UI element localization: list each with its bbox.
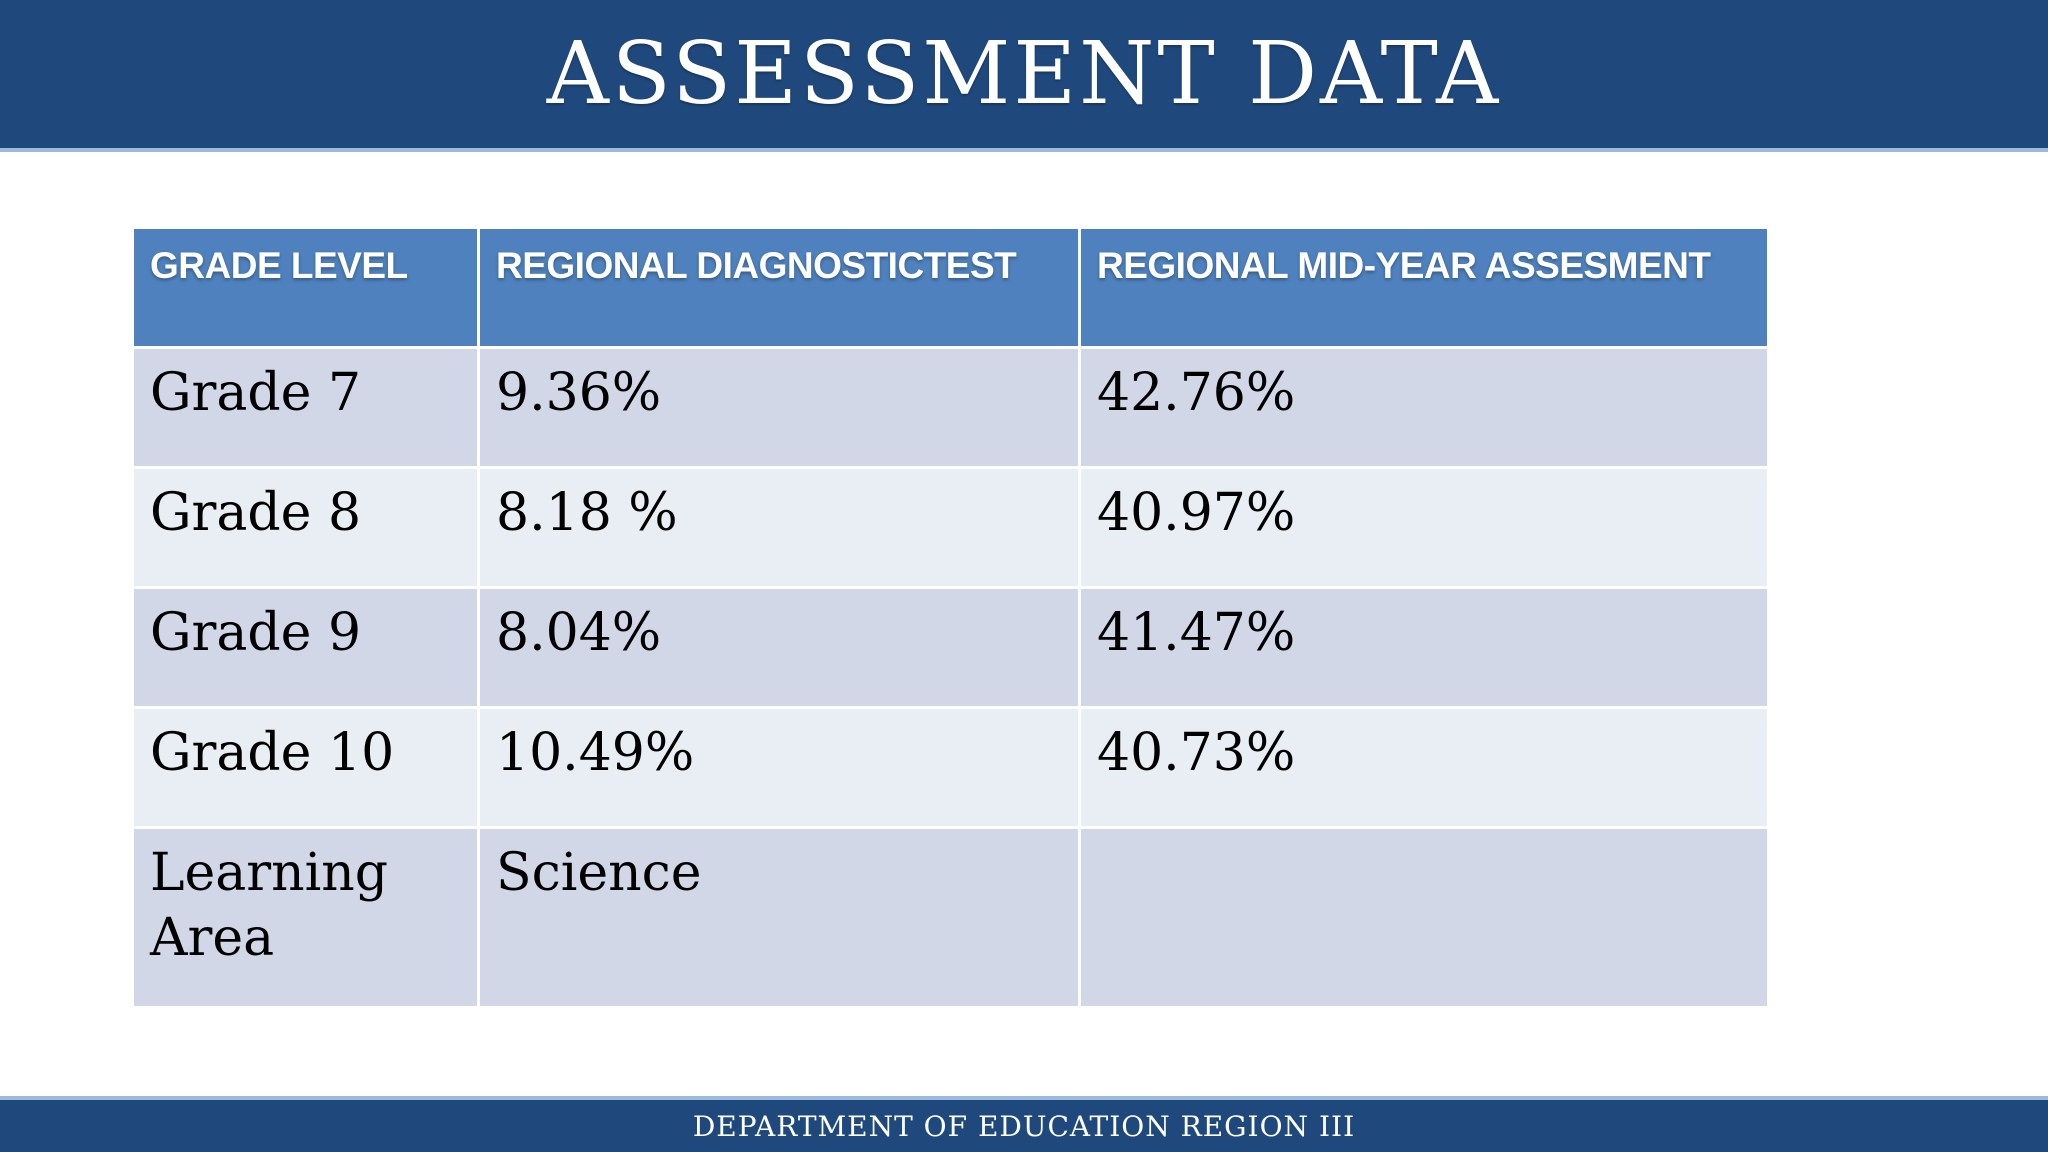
table-row-grade-7: Grade 7 9.36% 42.76% <box>131 346 1770 469</box>
cell-midyear-value: 40.97% <box>1078 466 1770 589</box>
cell-midyear-value: 40.73% <box>1078 706 1770 829</box>
cell-diagnostic-value: 10.49% <box>477 706 1081 829</box>
cell-grade-level: Grade 10 <box>131 706 480 829</box>
column-header-grade-level: GRADE LEVEL <box>131 226 480 349</box>
cell-midyear-value: 41.47% <box>1078 586 1770 709</box>
cell-diagnostic-value: 8.04% <box>477 586 1081 709</box>
title-banner: ASSESSMENT DATA <box>0 0 2048 152</box>
footer-banner: DEPARTMENT OF EDUCATION REGION III <box>0 1096 2048 1152</box>
cell-diagnostic-value: 8.18 % <box>477 466 1081 589</box>
cell-diagnostic-value: 9.36% <box>477 346 1081 469</box>
column-header-regional-diagnostic-test: REGIONAL DIAGNOSTICTEST <box>477 226 1081 349</box>
cell-grade-level: Grade 9 <box>131 586 480 709</box>
table-row-learning-area: Learning Area Science <box>131 826 1770 1009</box>
cell-grade-level: Grade 7 <box>131 346 480 469</box>
slide-title: ASSESSMENT DATA <box>546 24 1502 124</box>
cell-learning-area-label: Learning Area <box>131 826 480 1009</box>
column-header-regional-mid-year-assessment: REGIONAL MID-YEAR ASSESMENT <box>1078 226 1770 349</box>
assessment-table: GRADE LEVEL REGIONAL DIAGNOSTICTEST REGI… <box>131 226 1770 1009</box>
cell-midyear-value: 42.76% <box>1078 346 1770 469</box>
table-row-grade-10: Grade 10 10.49% 40.73% <box>131 706 1770 829</box>
footer-text: DEPARTMENT OF EDUCATION REGION III <box>692 1109 1356 1143</box>
cell-grade-level: Grade 8 <box>131 466 480 589</box>
table-row-grade-8: Grade 8 8.18 % 40.97% <box>131 466 1770 589</box>
table-row-grade-9: Grade 9 8.04% 41.47% <box>131 586 1770 709</box>
table-header-row: GRADE LEVEL REGIONAL DIAGNOSTICTEST REGI… <box>131 226 1770 349</box>
cell-learning-area-value: Science <box>477 826 1081 1009</box>
cell-empty <box>1078 826 1770 1009</box>
